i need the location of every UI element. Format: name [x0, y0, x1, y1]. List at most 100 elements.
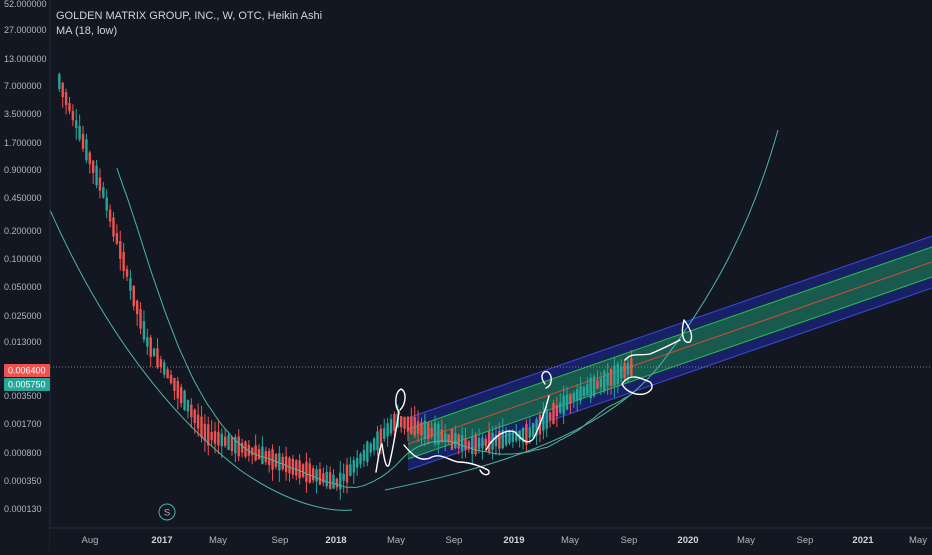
candle-body	[129, 278, 132, 291]
y-tick-label: 0.000130	[4, 504, 42, 514]
x-tick-label: 2019	[503, 535, 524, 546]
candle-body	[88, 152, 91, 165]
candle-body	[328, 472, 332, 489]
candle-body	[227, 435, 230, 450]
candle-body	[119, 240, 122, 259]
candle-body	[339, 472, 342, 490]
y-tick-label: 27.000000	[4, 25, 47, 35]
candle-body	[298, 460, 301, 479]
price-badge	[4, 378, 50, 391]
candle-body	[325, 471, 328, 487]
chart-legend: GOLDEN MATRIX GROUP, INC., W, OTC, Heiki…	[56, 9, 322, 39]
candle-body	[376, 431, 379, 451]
candle-body	[399, 416, 403, 428]
candle-body	[515, 432, 518, 441]
candle-body	[369, 443, 372, 453]
candle-body	[626, 363, 630, 375]
candle-body	[603, 370, 606, 392]
candle-body	[190, 404, 193, 418]
candle-body	[193, 409, 196, 423]
scribble-5	[621, 376, 653, 396]
symbol-title[interactable]: GOLDEN MATRIX GROUP, INC., W, OTC, Heiki…	[56, 10, 323, 22]
candle-body	[98, 177, 102, 191]
candle-body	[237, 436, 240, 457]
candle-body	[352, 460, 355, 473]
candle-body	[504, 431, 508, 446]
x-tick-label: May	[737, 535, 755, 546]
candle-body	[623, 362, 626, 379]
x-tick-label: Sep	[797, 535, 814, 546]
candle-body	[210, 432, 213, 441]
x-tick-label: Sep	[621, 535, 638, 546]
candle-body	[484, 438, 487, 447]
indicator-label[interactable]: MA (18, low)	[56, 25, 118, 37]
candle-body	[196, 414, 200, 429]
candle-body	[596, 380, 599, 389]
candle-body	[267, 450, 271, 466]
candle-body	[569, 394, 572, 404]
candle-body	[454, 432, 457, 449]
candle-body	[64, 92, 68, 106]
candle-body	[234, 436, 237, 454]
candle-body	[420, 422, 423, 436]
candle-body	[274, 454, 278, 468]
candle-body	[156, 348, 159, 368]
candle-body	[163, 362, 166, 375]
candle-body	[345, 464, 349, 483]
candle-body	[616, 363, 619, 385]
candle-body	[619, 366, 623, 379]
candle-body	[487, 431, 491, 453]
candle-body	[582, 387, 586, 396]
candle-body	[335, 478, 339, 488]
y-tick-label: 13.000000	[4, 54, 47, 64]
candle-body	[410, 416, 413, 434]
candle-body	[291, 458, 295, 475]
candle-body	[305, 461, 308, 482]
candle-body	[223, 436, 227, 446]
candle-body	[81, 133, 85, 149]
x-tick-label: May	[561, 535, 579, 546]
candle-body	[552, 402, 555, 424]
price-badge-label: 0.006400	[8, 366, 46, 376]
candle-body	[186, 399, 190, 412]
candle-body	[559, 402, 562, 413]
candle-body	[389, 419, 393, 434]
candle-body	[464, 438, 467, 450]
candle-body	[284, 456, 288, 473]
scribble-6	[624, 339, 681, 361]
candle-body	[108, 209, 112, 222]
parabolic-arc	[384, 129, 779, 491]
candle-body	[315, 469, 318, 482]
x-tick-label: Aug	[82, 535, 99, 546]
y-tick-label: 0.000800	[4, 448, 42, 458]
y-tick-label: 0.001700	[4, 419, 42, 429]
candle-body	[261, 446, 264, 465]
candle-body	[230, 436, 234, 452]
candle-body	[606, 372, 609, 386]
candle-body	[220, 433, 223, 447]
candle-body	[68, 102, 71, 112]
candle-body	[467, 441, 471, 449]
x-tick-label: 2020	[677, 535, 698, 546]
channel-inner-lower-line	[407, 276, 932, 460]
candle-body	[288, 457, 291, 474]
candle-body	[85, 139, 88, 161]
candle-body	[281, 456, 284, 470]
candle-body	[460, 435, 464, 451]
x-tick-label: Sep	[272, 535, 289, 546]
candle-body	[139, 309, 142, 329]
x-tick-label: May	[387, 535, 405, 546]
candle-body	[531, 423, 535, 438]
x-tick-label: 2021	[852, 535, 874, 546]
scribble-2	[403, 444, 490, 476]
candle-body	[440, 429, 443, 443]
candle-body	[477, 438, 481, 450]
candle-body	[271, 448, 274, 470]
x-tick-label: Sep	[446, 535, 463, 546]
candle-body	[525, 424, 528, 445]
candle-body	[173, 377, 176, 391]
candle-body	[122, 251, 125, 272]
candle-body	[257, 448, 261, 460]
